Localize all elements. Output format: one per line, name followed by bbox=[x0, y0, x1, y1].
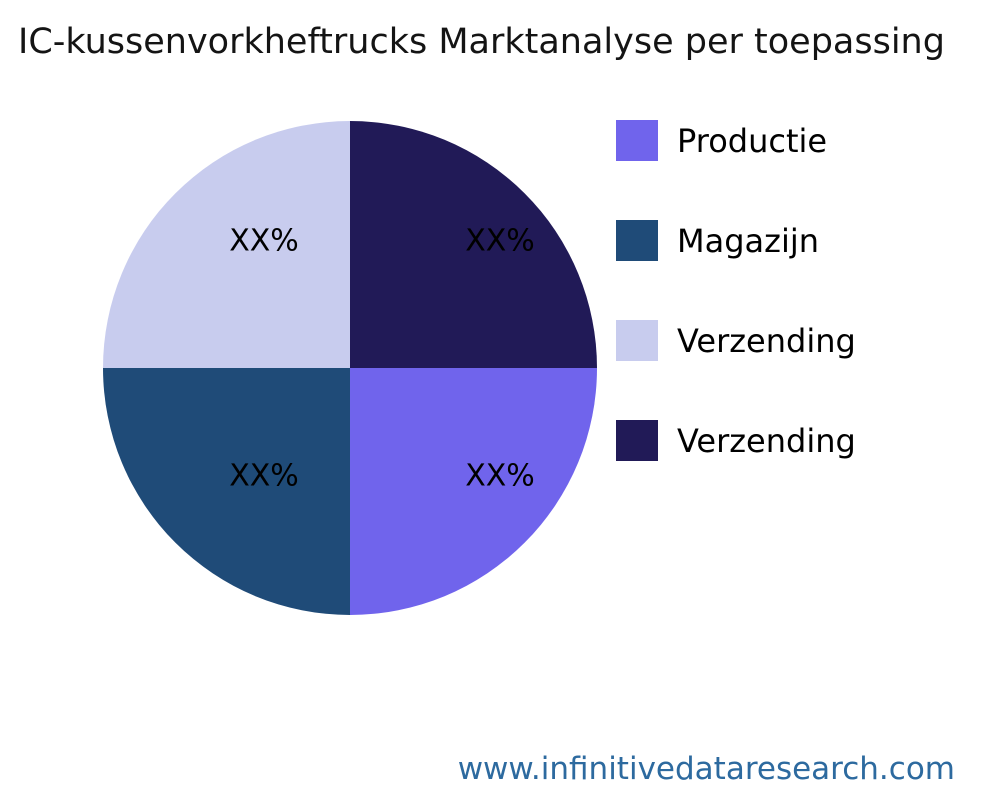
legend-swatch bbox=[616, 120, 658, 161]
legend-swatch bbox=[616, 220, 658, 261]
slice-value-label-bottom-right: XX% bbox=[465, 458, 535, 494]
legend-item-3: Verzending bbox=[616, 420, 956, 461]
legend-label: Productie bbox=[677, 121, 828, 160]
legend-label: Verzending bbox=[677, 321, 856, 360]
pie-chart bbox=[103, 121, 597, 615]
slice-value-label-top-left: XX% bbox=[229, 223, 299, 259]
legend-item-1: Magazijn bbox=[616, 220, 956, 261]
legend-label: Verzending bbox=[677, 421, 856, 460]
legend-item-0: Productie bbox=[616, 120, 956, 161]
legend-label: Magazijn bbox=[677, 221, 819, 260]
chart-title: IC-kussenvorkheftrucks Marktanalyse per … bbox=[18, 22, 945, 62]
website-link[interactable]: www.infinitivedataresearch.com bbox=[457, 751, 955, 787]
legend-swatch bbox=[616, 420, 658, 461]
legend-swatch bbox=[616, 320, 658, 361]
slice-value-label-top-right: XX% bbox=[465, 223, 535, 259]
legend-item-2: Verzending bbox=[616, 320, 956, 361]
slice-value-label-bottom-left: XX% bbox=[229, 458, 299, 494]
legend: Productie Magazijn Verzending Verzending bbox=[616, 120, 956, 520]
